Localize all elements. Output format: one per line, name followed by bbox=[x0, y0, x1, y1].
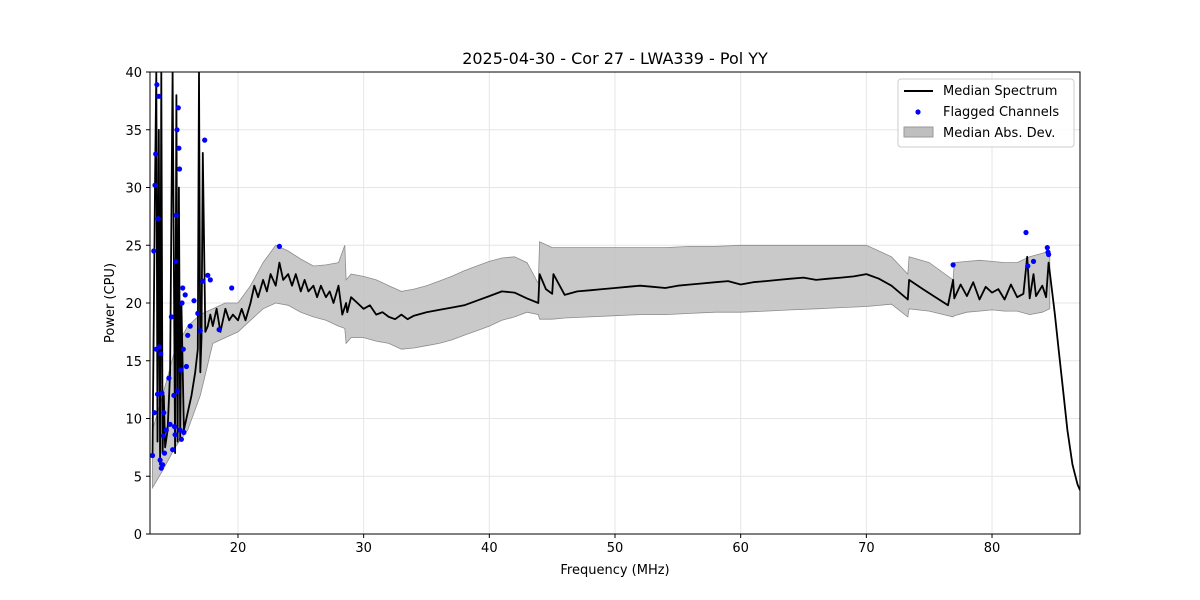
flagged-channel-point bbox=[174, 127, 180, 133]
flagged-channel-point bbox=[172, 432, 178, 438]
flagged-channel-point bbox=[167, 421, 173, 427]
flagged-channel-point bbox=[1046, 251, 1052, 258]
flagged-channel-point bbox=[154, 391, 161, 397]
flagged-channel-point bbox=[173, 212, 179, 218]
y-tick-label: 40 bbox=[125, 66, 142, 81]
flagged-channel-point bbox=[195, 310, 201, 316]
flagged-channel-point bbox=[171, 392, 177, 398]
x-axis-label: Frequency (MHz) bbox=[560, 563, 669, 578]
flagged-channel-point bbox=[197, 328, 203, 334]
flagged-channel-point bbox=[202, 137, 208, 143]
y-tick-label: 10 bbox=[125, 413, 142, 428]
flagged-channel-point bbox=[178, 367, 184, 373]
legend-mad-swatch bbox=[903, 126, 934, 138]
flagged-channel-point bbox=[178, 436, 184, 442]
flagged-channel-point bbox=[156, 344, 162, 350]
flagged-channel-point bbox=[950, 262, 956, 268]
flagged-channel-point bbox=[166, 375, 172, 381]
y-tick-label: 0 bbox=[134, 528, 142, 543]
flagged-channel-point bbox=[176, 166, 183, 172]
flagged-channel-point bbox=[150, 452, 156, 459]
x-tick-label: 70 bbox=[858, 541, 875, 556]
flagged-channel-point bbox=[151, 410, 157, 416]
legend-box bbox=[897, 78, 1075, 148]
flagged-channel-point bbox=[216, 327, 222, 333]
flagged-channel-point bbox=[173, 258, 179, 264]
flagged-channel-point bbox=[1025, 263, 1031, 269]
flagged-channel-point bbox=[175, 388, 181, 394]
flagged-channel-point bbox=[156, 93, 162, 99]
flagged-channel-point bbox=[154, 82, 160, 88]
flagged-channel-point bbox=[160, 462, 166, 468]
flagged-channel-point bbox=[180, 285, 186, 291]
y-tick-label: 5 bbox=[134, 470, 142, 485]
median-abs-dev-band bbox=[152, 241, 1051, 490]
flagged-channel-point bbox=[151, 248, 157, 254]
x-tick-label: 40 bbox=[481, 541, 498, 556]
flagged-channel-point bbox=[205, 272, 211, 278]
flagged-channel-point bbox=[157, 457, 163, 463]
plot-area bbox=[150, 72, 1080, 491]
flagged-channel-point bbox=[170, 447, 176, 453]
flagged-channel-point bbox=[207, 277, 213, 283]
y-tick-label: 15 bbox=[125, 355, 142, 370]
y-tick-label: 35 bbox=[125, 124, 142, 139]
flagged-channel-point bbox=[229, 285, 235, 291]
legend-label-mad: Median Abs. Dev. bbox=[943, 126, 1055, 141]
x-tick-label: 20 bbox=[230, 541, 247, 556]
legend-label-flagged: Flagged Channels bbox=[943, 105, 1059, 120]
x-tick-label: 80 bbox=[984, 541, 1001, 556]
flagged-channel-point bbox=[1023, 229, 1029, 236]
flagged-channel-point bbox=[187, 323, 193, 329]
flagged-channel-point bbox=[168, 314, 174, 320]
flagged-channel-point bbox=[171, 424, 178, 430]
flagged-channel-point bbox=[1044, 245, 1050, 251]
x-tick-label: 30 bbox=[355, 541, 372, 556]
axis-ticks: 20 30 40 50 60 70 80 0 5 10 15 20 25 30 35 40 bbox=[125, 66, 1000, 556]
flagged-channel-point bbox=[152, 182, 158, 188]
flagged-channel-point bbox=[183, 363, 189, 370]
legend-flagged-marker bbox=[915, 109, 921, 115]
flagged-channel-point bbox=[163, 427, 169, 433]
flagged-channel-point bbox=[153, 151, 159, 157]
chart-title: 2025-04-30 - Cor 27 - LWA339 - Pol YY bbox=[462, 49, 768, 68]
flagged-channel-point bbox=[182, 292, 188, 298]
x-tick-label: 60 bbox=[732, 541, 749, 556]
flagged-channel-point bbox=[161, 410, 167, 416]
flagged-channel-point bbox=[276, 243, 282, 249]
y-axis-label: Power (CPU) bbox=[103, 263, 118, 343]
flagged-channel-point bbox=[180, 346, 186, 352]
flagged-channel-point bbox=[179, 300, 185, 306]
flagged-channel-point bbox=[1030, 258, 1037, 264]
x-tick-label: 50 bbox=[607, 541, 624, 556]
median-spectrum-line bbox=[151, 72, 1080, 491]
flagged-channel-point bbox=[159, 390, 165, 396]
flagged-channel-point bbox=[155, 216, 161, 222]
flagged-channel-point bbox=[181, 429, 187, 435]
flagged-channel-point bbox=[191, 298, 197, 304]
legend: Median Spectrum Flagged Channels Median … bbox=[897, 78, 1075, 148]
flagged-channel-point bbox=[160, 433, 166, 439]
y-tick-label: 25 bbox=[125, 239, 142, 254]
flagged-channel-point bbox=[176, 145, 182, 151]
y-tick-label: 30 bbox=[125, 182, 142, 197]
flagged-channel-point bbox=[158, 351, 164, 357]
flagged-channel-point bbox=[200, 278, 206, 284]
y-tick-label: 20 bbox=[125, 297, 142, 312]
flagged-channel-point bbox=[175, 105, 181, 111]
flagged-channel-point bbox=[161, 450, 168, 456]
legend-label-median: Median Spectrum bbox=[943, 84, 1057, 99]
flagged-channel-point bbox=[185, 332, 191, 338]
